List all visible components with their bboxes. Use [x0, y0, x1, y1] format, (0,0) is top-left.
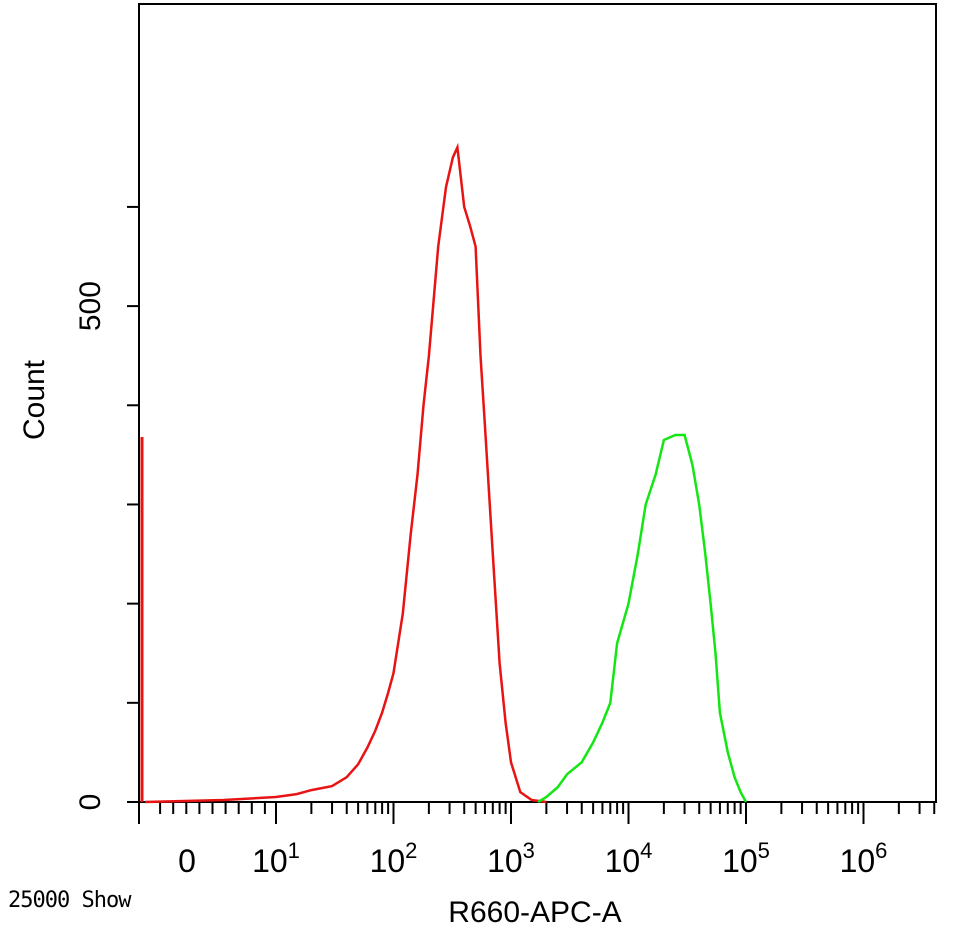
series-line-1 — [144, 142, 547, 804]
x-tick-label: 101 — [252, 838, 300, 879]
event-count-label: 25000 Show — [8, 888, 131, 913]
x-tick-label: 105 — [722, 838, 770, 879]
y-tick-labels: 0 500 — [74, 281, 107, 810]
series-line-2 — [537, 433, 748, 804]
x-axis-ticks — [138, 802, 936, 824]
x-tick-label: 106 — [840, 838, 888, 879]
y-tick-label: 500 — [74, 281, 107, 331]
y-axis-ticks — [127, 205, 139, 803]
x-tick-label: 103 — [487, 838, 535, 879]
x-tick-label: 102 — [370, 838, 418, 879]
x-tick-label: 104 — [605, 838, 653, 879]
series-layer — [140, 142, 748, 804]
x-axis-label: R660-APC-A — [448, 896, 621, 929]
x-tick-label: 0 — [178, 843, 196, 879]
y-axis-label: Count — [18, 359, 51, 440]
plot-frame — [138, 3, 937, 803]
x-tick-labels: 0 101 102 103 104 105 106 — [178, 838, 887, 879]
y-tick-label: 0 — [74, 794, 107, 811]
